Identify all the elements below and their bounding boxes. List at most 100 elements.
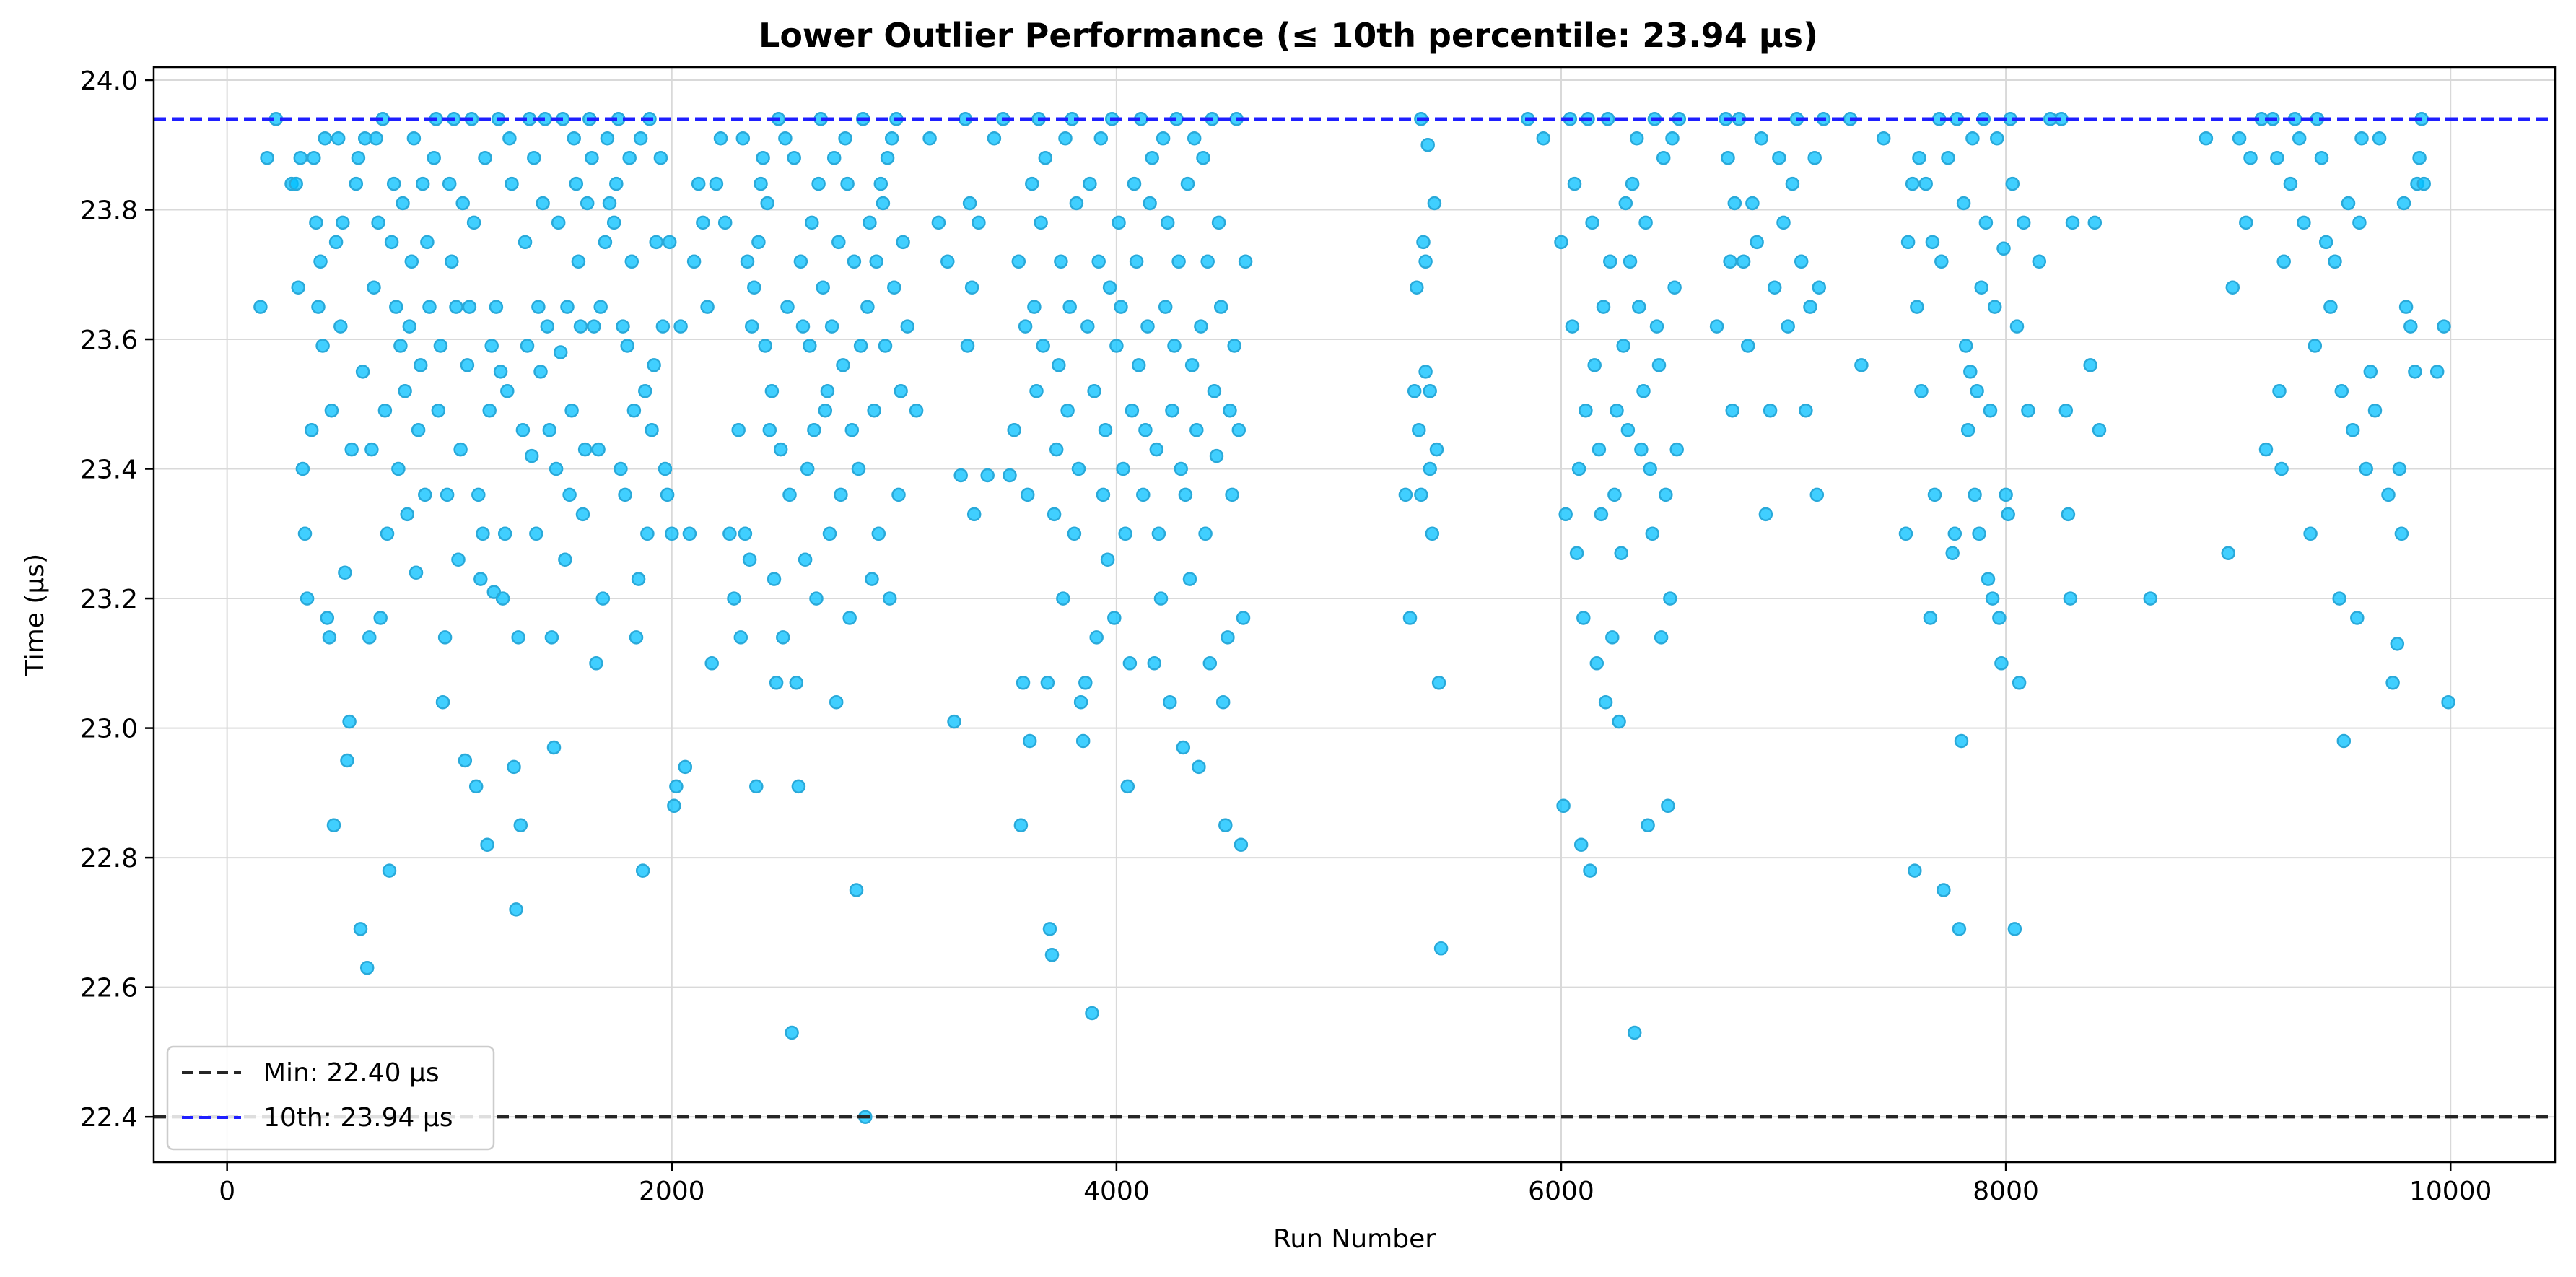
data-point (1573, 837, 1589, 852)
data-point (1745, 196, 1760, 211)
data-point (1112, 215, 1126, 230)
data-point (1643, 461, 1657, 476)
data-point (831, 235, 846, 250)
data-point (1176, 740, 1191, 755)
data-point (645, 422, 659, 437)
data-point (2239, 215, 2253, 230)
data-point (2283, 176, 2298, 191)
data-point (433, 339, 448, 353)
data-point (422, 300, 437, 314)
data-point (420, 235, 435, 250)
data-point (2225, 280, 2240, 295)
data-point (1618, 196, 1633, 211)
data-point (2372, 131, 2387, 146)
data-point (884, 131, 899, 146)
data-point (480, 837, 494, 852)
data-point (1596, 300, 1611, 314)
legend: Min: 22.40 µs 10th: 23.94 µs (166, 1045, 495, 1151)
data-point (595, 591, 611, 606)
data-point (1234, 837, 1249, 852)
data-point (315, 339, 330, 353)
data-point (1013, 818, 1029, 832)
data-point (589, 656, 603, 671)
data-point (1721, 150, 1735, 165)
data-point (964, 280, 979, 295)
data-point (451, 552, 466, 567)
data-point (1990, 131, 2004, 146)
data-point (1069, 196, 1084, 211)
data-point (758, 339, 772, 353)
data-point (1174, 461, 1188, 476)
data-point (1567, 176, 1582, 191)
data-point (2001, 507, 2015, 522)
data-point (1999, 487, 2013, 502)
x-tick-label: 8000 (1973, 1177, 2039, 1206)
data-point (575, 507, 590, 522)
data-point (1398, 487, 1413, 502)
data-point (805, 215, 819, 230)
data-point (507, 759, 521, 775)
data-point (1598, 694, 1613, 710)
data-point (564, 403, 579, 418)
data-point (1091, 254, 1106, 269)
data-point (598, 235, 613, 250)
data-point (1060, 403, 1075, 418)
data-point (402, 319, 417, 334)
data-point (336, 215, 350, 230)
data-point (876, 196, 891, 211)
x-tick-label: 0 (219, 1177, 235, 1206)
data-point (865, 572, 879, 586)
data-point (1645, 526, 1660, 541)
legend-box (166, 1045, 495, 1151)
data-point (749, 779, 764, 794)
data-point (2441, 694, 2455, 710)
data-point (536, 196, 550, 211)
data-point (682, 526, 697, 541)
data-point (2367, 403, 2383, 418)
data-point (404, 254, 419, 269)
data-point (803, 339, 817, 353)
data-point (1231, 422, 1246, 437)
data-point (667, 798, 681, 814)
data-point (398, 384, 412, 398)
y-tick-label: 23.0 (80, 715, 138, 744)
data-point (960, 339, 975, 353)
reference-lines-layer (154, 117, 2555, 1119)
data-point (696, 215, 710, 230)
data-point (533, 365, 548, 379)
data-point (2032, 254, 2047, 269)
data-point (577, 442, 593, 457)
data-point (466, 215, 481, 230)
data-point (873, 176, 888, 191)
data-point (751, 235, 766, 250)
y-tick-label: 22.8 (80, 844, 138, 873)
data-point (1418, 365, 1433, 379)
data-point (558, 552, 572, 567)
data-point (377, 403, 393, 418)
data-point (549, 461, 564, 476)
data-point (1200, 254, 1215, 269)
data-point (1536, 131, 1551, 146)
data-point (484, 339, 499, 353)
data-point (1983, 403, 1998, 418)
data-point (460, 358, 475, 372)
data-point (847, 254, 862, 269)
data-point (1187, 131, 1202, 146)
data-point (411, 422, 426, 437)
data-point (1629, 131, 1644, 146)
data-point (1087, 384, 1101, 398)
data-point (647, 358, 661, 372)
data-point (553, 345, 568, 359)
data-point (391, 461, 406, 476)
data-point (1025, 176, 1039, 191)
data-point (1663, 591, 1677, 606)
data-point (1207, 384, 1222, 398)
data-point (2416, 176, 2431, 191)
data-point (1047, 507, 1062, 522)
data-point (2007, 922, 2022, 936)
data-point (353, 922, 368, 936)
data-point (1427, 196, 1442, 211)
data-point (686, 254, 702, 269)
data-point (369, 131, 383, 146)
data-point (1073, 694, 1088, 710)
